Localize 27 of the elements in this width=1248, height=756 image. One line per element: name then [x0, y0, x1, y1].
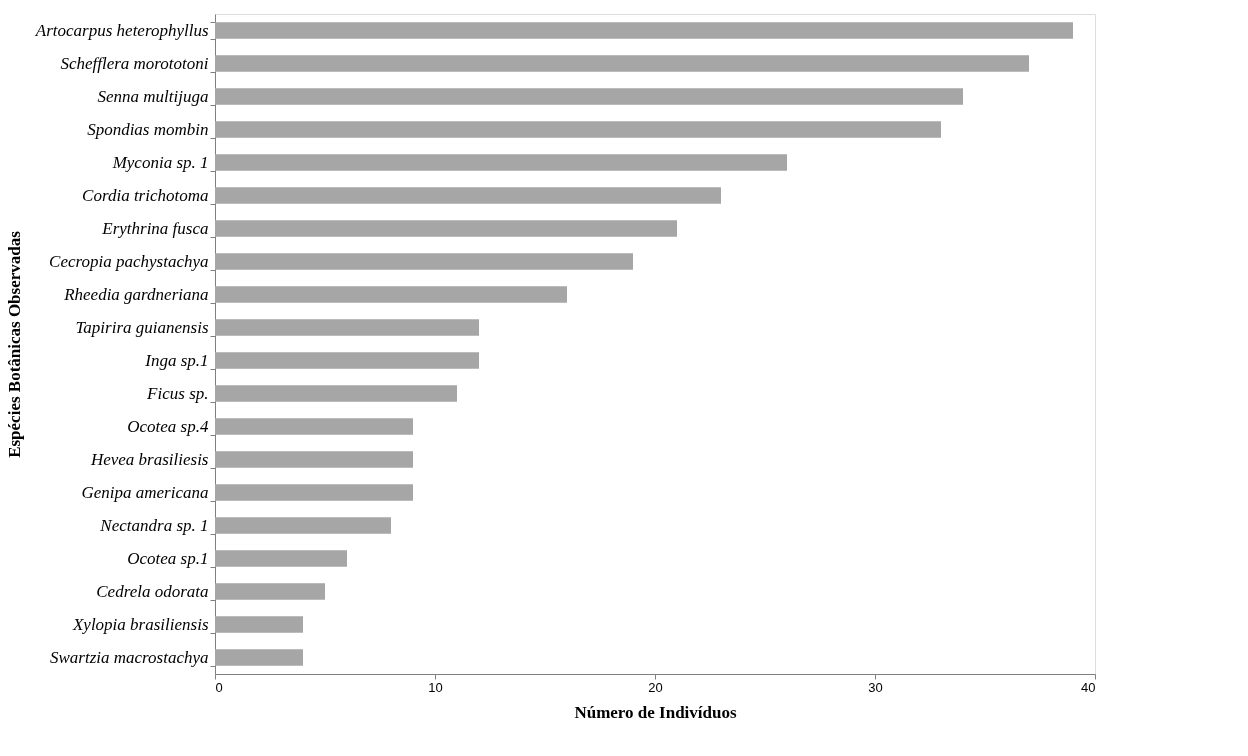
y-tick-label: Hevea brasiliesis — [89, 450, 209, 469]
y-tick-label: Genipa americana — [81, 483, 209, 502]
y-tick-label: Erythrina fusca — [101, 219, 209, 238]
y-tick-label: Inga sp.1 — [144, 351, 209, 370]
y-tick-label: Schefflera morototoni — [60, 54, 209, 73]
y-tick-label: Senna multijuga — [97, 87, 209, 106]
y-tick-label: Ocotea sp.1 — [127, 549, 209, 568]
y-tick-label: Ocotea sp.4 — [127, 417, 209, 436]
x-tick-label: 40 — [1081, 679, 1096, 695]
y-tick-label: Swartzia macrostachya — [49, 648, 209, 667]
y-tick-label: Tapirira guianensis — [75, 318, 209, 337]
x-tick-label: 20 — [648, 679, 663, 695]
y-tick-label: Cordia trichotoma — [82, 186, 209, 205]
y-tick-label: Cedrela odorata — [96, 582, 209, 601]
y-tick-label: Artocarpus heterophyllus — [34, 21, 209, 40]
x-tick-label: 30 — [868, 679, 883, 695]
y-tick-label: Rheedia gardneriana — [63, 285, 209, 304]
x-axis-title: Número de Indivíduos — [574, 702, 737, 722]
y-tick-label: Myconia sp. 1 — [111, 153, 209, 172]
y-tick-label: Ficus sp. — [146, 384, 209, 403]
x-tick-label: 0 — [215, 679, 223, 695]
y-tick-label: Xylopia brasiliensis — [71, 615, 209, 634]
y-tick-label: Spondias mombin — [87, 120, 209, 139]
y-tick-label: Cecropia pachystachya — [49, 252, 209, 271]
y-axis-title: Espécies Botânicas Observadas — [4, 230, 24, 458]
x-tick-label: 10 — [428, 679, 443, 695]
y-tick-label: Nectandra sp. 1 — [99, 516, 209, 535]
